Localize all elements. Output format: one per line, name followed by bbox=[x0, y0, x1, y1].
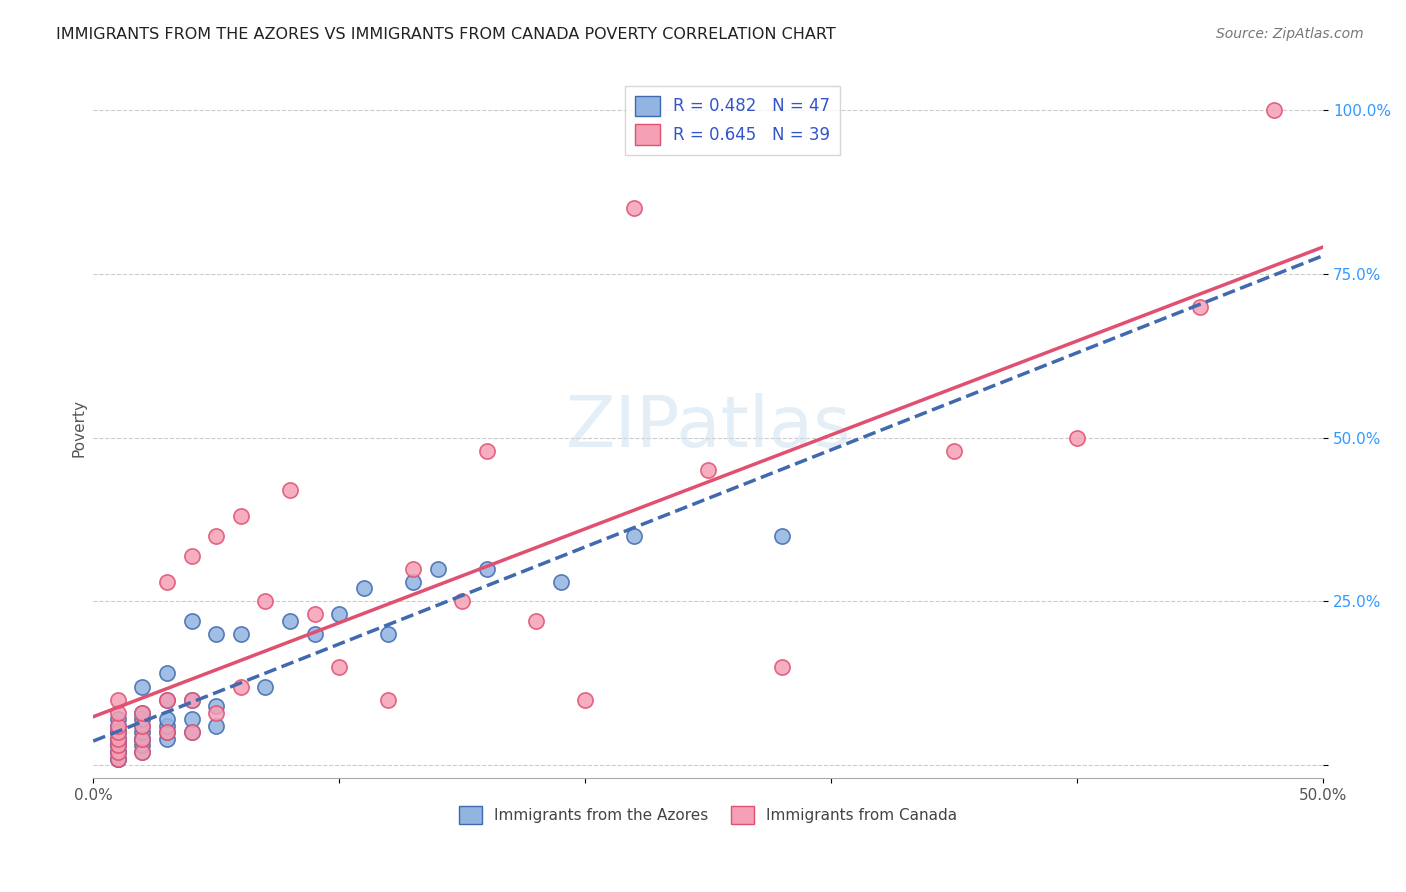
Point bbox=[107, 712, 129, 726]
Point bbox=[107, 751, 129, 765]
Point bbox=[107, 745, 129, 759]
Point bbox=[131, 680, 153, 694]
Point bbox=[107, 739, 129, 753]
Point bbox=[205, 529, 228, 543]
Point bbox=[254, 594, 277, 608]
Point bbox=[107, 751, 129, 765]
Point bbox=[107, 745, 129, 759]
Point bbox=[131, 739, 153, 753]
Point bbox=[205, 627, 228, 641]
Point bbox=[180, 725, 202, 739]
Text: Source: ZipAtlas.com: Source: ZipAtlas.com bbox=[1216, 27, 1364, 41]
Point bbox=[131, 725, 153, 739]
Point bbox=[524, 614, 547, 628]
Point bbox=[131, 719, 153, 733]
Point bbox=[229, 627, 252, 641]
Point bbox=[156, 692, 179, 706]
Point bbox=[402, 561, 425, 575]
Point bbox=[107, 745, 129, 759]
Point bbox=[156, 692, 179, 706]
Point bbox=[107, 725, 129, 739]
Point bbox=[107, 719, 129, 733]
Point bbox=[156, 574, 179, 589]
Point bbox=[180, 692, 202, 706]
Point bbox=[1263, 103, 1285, 118]
Point bbox=[377, 692, 399, 706]
Point bbox=[107, 731, 129, 746]
Text: IMMIGRANTS FROM THE AZORES VS IMMIGRANTS FROM CANADA POVERTY CORRELATION CHART: IMMIGRANTS FROM THE AZORES VS IMMIGRANTS… bbox=[56, 27, 837, 42]
Point bbox=[107, 719, 129, 733]
Y-axis label: Poverty: Poverty bbox=[72, 399, 86, 457]
Point bbox=[131, 712, 153, 726]
Legend: Immigrants from the Azores, Immigrants from Canada: Immigrants from the Azores, Immigrants f… bbox=[450, 797, 967, 834]
Point bbox=[697, 463, 720, 477]
Point bbox=[107, 706, 129, 720]
Point bbox=[475, 443, 498, 458]
Point bbox=[107, 725, 129, 739]
Point bbox=[131, 745, 153, 759]
Point bbox=[156, 666, 179, 681]
Point bbox=[770, 660, 793, 674]
Point bbox=[131, 706, 153, 720]
Point bbox=[550, 574, 572, 589]
Point bbox=[107, 731, 129, 746]
Point bbox=[156, 712, 179, 726]
Point bbox=[229, 509, 252, 524]
Point bbox=[328, 607, 350, 622]
Point bbox=[107, 731, 129, 746]
Point bbox=[131, 745, 153, 759]
Point bbox=[205, 706, 228, 720]
Point bbox=[943, 443, 966, 458]
Point bbox=[623, 202, 645, 216]
Point bbox=[451, 594, 474, 608]
Point bbox=[353, 582, 375, 596]
Point bbox=[402, 574, 425, 589]
Point bbox=[623, 529, 645, 543]
Point bbox=[180, 614, 202, 628]
Point bbox=[107, 692, 129, 706]
Point bbox=[131, 719, 153, 733]
Point bbox=[304, 627, 326, 641]
Point bbox=[1189, 300, 1212, 314]
Point bbox=[770, 529, 793, 543]
Point bbox=[180, 725, 202, 739]
Point bbox=[426, 561, 449, 575]
Point bbox=[180, 692, 202, 706]
Point bbox=[328, 660, 350, 674]
Point bbox=[107, 739, 129, 753]
Point bbox=[475, 561, 498, 575]
Point bbox=[131, 731, 153, 746]
Point bbox=[107, 739, 129, 753]
Point bbox=[156, 719, 179, 733]
Point bbox=[180, 712, 202, 726]
Point bbox=[229, 680, 252, 694]
Point bbox=[107, 751, 129, 765]
Point bbox=[131, 731, 153, 746]
Point bbox=[156, 731, 179, 746]
Point bbox=[131, 731, 153, 746]
Point bbox=[1066, 431, 1088, 445]
Point bbox=[205, 719, 228, 733]
Point bbox=[377, 627, 399, 641]
Point bbox=[278, 483, 301, 497]
Point bbox=[156, 725, 179, 739]
Point bbox=[574, 692, 596, 706]
Point bbox=[205, 699, 228, 714]
Point bbox=[254, 680, 277, 694]
Point bbox=[107, 725, 129, 739]
Point bbox=[304, 607, 326, 622]
Text: ZIPatlas: ZIPatlas bbox=[565, 393, 851, 462]
Point bbox=[278, 614, 301, 628]
Point bbox=[156, 725, 179, 739]
Point bbox=[180, 549, 202, 563]
Point bbox=[131, 706, 153, 720]
